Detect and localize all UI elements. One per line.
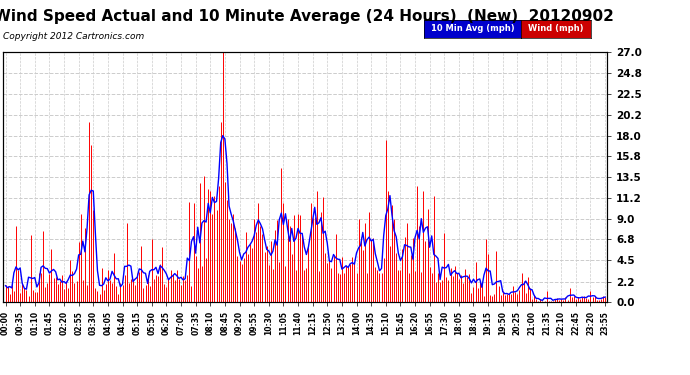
Text: Copyright 2012 Cartronics.com: Copyright 2012 Cartronics.com [3,32,145,41]
Text: Wind Speed Actual and 10 Minute Average (24 Hours)  (New)  20120902: Wind Speed Actual and 10 Minute Average … [0,9,613,24]
Text: 10 Min Avg (mph): 10 Min Avg (mph) [431,24,515,33]
Text: Wind (mph): Wind (mph) [528,24,584,33]
